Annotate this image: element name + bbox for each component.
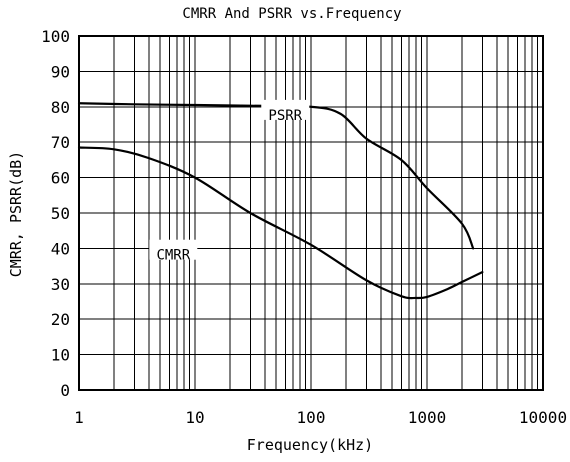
y-tick-label: 30 — [51, 275, 70, 294]
series-layer — [77, 102, 484, 300]
x-tick-labels: 1 10 100 1000 10000 — [74, 408, 567, 427]
series-label-bg — [149, 239, 198, 260]
series-label-bg — [261, 99, 310, 120]
y-tick-labels: 0 10 20 30 40 50 60 70 80 90 100 — [41, 27, 70, 400]
y-tick-label: 10 — [51, 346, 70, 365]
y-tick-label: 0 — [60, 381, 70, 400]
x-tick-label: 10 — [185, 408, 204, 427]
series-line-psrr — [77, 102, 475, 250]
grid — [79, 36, 543, 390]
y-tick-label: 70 — [51, 133, 70, 152]
series-label-psrr: PSRR — [268, 108, 302, 124]
y-tick-label: 100 — [41, 27, 70, 46]
x-tick-label: 10000 — [519, 408, 567, 427]
y-tick-label: 40 — [51, 239, 70, 258]
y-tick-label: 80 — [51, 98, 70, 117]
x-tick-label: 100 — [297, 408, 326, 427]
y-tick-label: 90 — [51, 62, 70, 81]
y-tick-label: 50 — [51, 204, 70, 223]
y-axis-label: CMRR, PSRR(dB) — [7, 151, 25, 277]
plot-frame — [78, 35, 544, 391]
y-tick-label: 20 — [51, 310, 70, 329]
x-axis-label: Frequency(kHz) — [247, 436, 373, 454]
y-tick-label: 60 — [51, 169, 70, 188]
annotation-layer: PSRR CMRR — [149, 99, 310, 264]
chart-title: CMRR And PSRR vs.Frequency — [182, 6, 401, 22]
x-tick-label: 1 — [74, 408, 84, 427]
series-label-cmrr: CMRR — [156, 248, 190, 264]
x-tick-label: 1000 — [408, 408, 447, 427]
series-line-cmrr — [77, 146, 484, 300]
